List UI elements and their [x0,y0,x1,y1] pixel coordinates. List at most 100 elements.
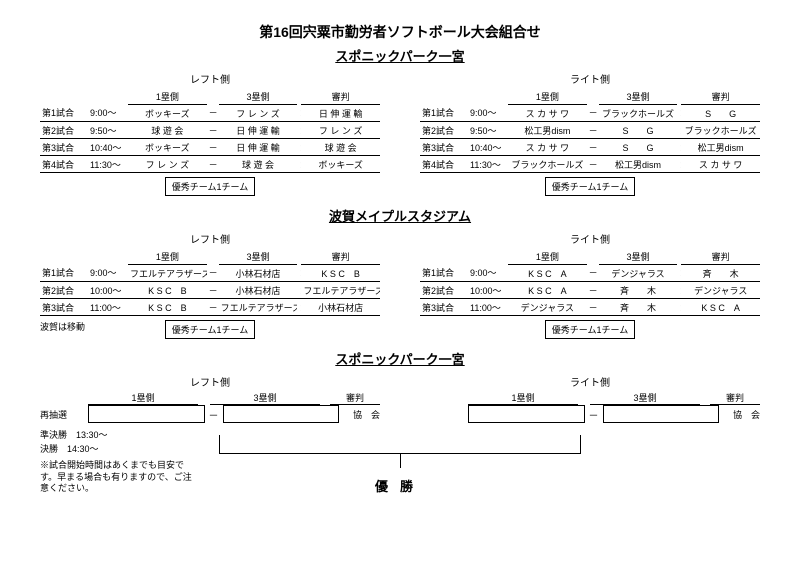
vs-dash: － [207,122,219,139]
hdr-ref: 審判 [710,391,760,405]
bracket-slot [88,405,205,423]
footnote: ※試合開始時間はあくまでも目安です。早まる場合も有りますので、ご注意ください。 [40,460,200,495]
team-1b: デンジャラス [508,299,587,316]
side-label: ライト側 [420,374,760,389]
table-row: 第4試合11:30～ブラックホールズ－松工男dism：ス カ サ ワ [420,156,760,173]
schedule-table: 1塁側 3塁側 審判 第1試合9:00～K S C A－デンジャラス：斉 木第2… [420,248,760,316]
ref-sep: ： [297,139,301,156]
hdr-3b: 3塁側 [210,391,320,405]
game-time: 9:50～ [88,122,128,139]
ref-team: S G [681,105,760,122]
vs-dash: － [587,299,599,316]
game-num: 第2試合 [420,282,468,299]
venue1-right: ライト側 1塁側 3塁側 審判 第1試合9:00～ス カ サ ワ－ブラックホール… [420,71,760,196]
schedule-table: 1塁側 3塁側 審判 第1試合9:00～ス カ サ ワ－ブラックホールズ：S G… [420,88,760,173]
team-1b: 球 遊 会 [128,122,207,139]
side-label: ライト側 [420,231,760,246]
vs-dash: － [587,156,599,173]
hdr-1b: 1塁側 [128,248,207,265]
team-1b: ブラックホールズ [508,156,587,173]
move-note: 波賀は移動 [40,320,85,333]
ref-sep: ： [677,105,681,122]
team-3b: フエルテアラザーズ [219,299,298,316]
game-time: 10:40～ [468,139,508,156]
game-num: 第4試合 [420,156,468,173]
game-num: 第1試合 [420,105,468,122]
venue2-block: レフト側 1塁側 3塁側 審判 第1試合9:00～フエルテアラザーズ－小林石材店… [40,231,760,339]
vs-dash: － [589,407,599,422]
game-num: 第1試合 [40,265,88,282]
hdr-ref: 審判 [330,391,380,405]
venue2-left: レフト側 1塁側 3塁側 審判 第1試合9:00～フエルテアラザーズ－小林石材店… [40,231,380,339]
hdr-3b: 3塁側 [599,248,678,265]
table-row: 第2試合9:50～球 遊 会－日 伸 運 輸：フ レ ン ズ [40,122,380,139]
vs-dash: － [207,265,219,282]
team-1b: K S C A [508,265,587,282]
ref-sep: ： [677,265,681,282]
game-num: 第2試合 [40,122,88,139]
team-1b: 松工男dism [508,122,587,139]
game-time: 11:00～ [88,299,128,316]
vs-dash: － [587,122,599,139]
venue3-title: スポニックパーク一宮 [40,349,760,368]
game-time: 9:00～ [468,105,508,122]
game-num: 第1試合 [40,105,88,122]
game-num: 第2試合 [40,282,88,299]
ref-team: ボッキーズ [301,156,380,173]
excellent-team: 優秀チーム1チーム [165,177,255,196]
page-title: 第16回宍粟市勤労者ソフトボール大会組合せ [40,22,760,42]
vs-dash: － [207,139,219,156]
table-row: 第1試合9:00～フエルテアラザーズ－小林石材店：K S C B [40,265,380,282]
schedule-table: 1塁側 3塁側 審判 第1試合9:00～ボッキーズ－フ レ ン ズ：日 伸 運 … [40,88,380,173]
excellent-team: 優秀チーム1チーム [545,320,635,339]
hdr-1b: 1塁側 [508,248,587,265]
game-time: 9:50～ [468,122,508,139]
ref-sep: ： [677,122,681,139]
hdr-1b: 1塁側 [468,391,578,405]
venue1-block: レフト側 1塁側 3塁側 審判 第1試合9:00～ボッキーズ－フ レ ン ズ：日… [40,71,760,196]
team-3b: S G [599,139,678,156]
table-row: 第2試合9:50～松工男dism－S G：ブラックホールズ [420,122,760,139]
ref-sep: ： [297,122,301,139]
team-3b: 日 伸 運 輸 [219,139,298,156]
ref-team: デンジャラス [681,282,760,299]
ref-sep: ： [297,105,301,122]
game-num: 第3試合 [420,139,468,156]
team-3b: ブラックホールズ [599,105,678,122]
vs-dash: － [207,105,219,122]
bracket-slot [603,405,720,423]
table-row: 第1試合9:00～ス カ サ ワ－ブラックホールズ：S G [420,105,760,122]
table-row: 第1試合9:00～K S C A－デンジャラス：斉 木 [420,265,760,282]
game-time: 9:00～ [88,265,128,282]
hdr-ref: 審判 [681,248,760,265]
hdr-1b: 1塁側 [128,88,207,105]
venue2-title: 波賀メイプルスタジアム [40,206,760,225]
ref-team: ブラックホールズ [681,122,760,139]
ref-team: 小林石材店 [301,299,380,316]
hdr-ref: 審判 [301,248,380,265]
table-row: 第3試合10:40～ス カ サ ワ－S G：松工男dism [420,139,760,156]
team-1b: K S C A [508,282,587,299]
side-label: レフト側 [40,71,380,86]
team-3b: S G [599,122,678,139]
table-row: 第2試合10:00～K S C B－小林石材店：フエルテアラザーズ [40,282,380,299]
venue2-right: ライト側 1塁側 3塁側 審判 第1試合9:00～K S C A－デンジャラス：… [420,231,760,339]
game-num: 第3試合 [420,299,468,316]
ref-team: 球 遊 会 [301,139,380,156]
schedule-table: 1塁側 3塁側 審判 第1試合9:00～フエルテアラザーズ－小林石材店：K S … [40,248,380,316]
team-3b: フ レ ン ズ [219,105,298,122]
game-time: 9:00～ [88,105,128,122]
vs-dash: － [207,156,219,173]
vs-dash: － [587,139,599,156]
hdr-3b: 3塁側 [219,248,298,265]
team-1b: ボッキーズ [128,105,207,122]
team-1b: K S C B [128,299,207,316]
hdr-3b: 3塁側 [599,88,678,105]
table-row: 第4試合11:30～フ レ ン ズ－球 遊 会：ボッキーズ [40,156,380,173]
vs-dash: － [207,282,219,299]
ref-team: K S C A [681,299,760,316]
hdr-ref: 審判 [681,88,760,105]
ref-sep: ： [297,282,301,299]
team-3b: デンジャラス [599,265,678,282]
table-row: 第3試合11:00～デンジャラス－斉 木：K S C A [420,299,760,316]
